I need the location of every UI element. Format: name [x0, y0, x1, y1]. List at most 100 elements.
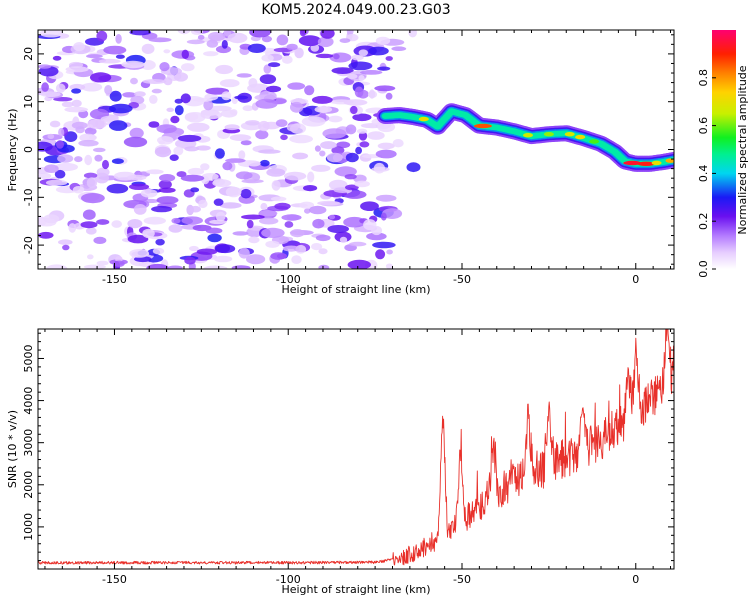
noise-blob [159, 62, 170, 72]
noise-blob [282, 245, 300, 252]
noise-blob [81, 82, 103, 92]
noise-blob [58, 127, 65, 137]
noise-blob [351, 54, 364, 61]
spectrogram-y-axis-label: Frequency (Hz) [6, 109, 19, 192]
signal-peak-mark [523, 133, 533, 138]
noise-blob [331, 67, 354, 74]
noise-blob [235, 171, 253, 180]
colorbar-label: Normalized spectral amplitude [736, 65, 749, 234]
snr-frame [37, 328, 675, 570]
noise-blob [151, 205, 173, 213]
noise-blob [241, 214, 265, 220]
noise-blob [347, 259, 371, 269]
noise-blob [286, 43, 298, 51]
noise-blob [200, 163, 210, 171]
noise-blob [38, 141, 53, 152]
signal-peak-mark [665, 158, 674, 163]
signal-peak-mark [543, 132, 554, 137]
noise-blob [163, 49, 171, 54]
noise-blob [246, 160, 261, 167]
noise-blob [152, 247, 165, 255]
noise-blob [311, 95, 333, 104]
noise-blob [377, 142, 395, 150]
noise-blob [314, 145, 321, 152]
noise-blob [265, 240, 280, 248]
noise-blob [275, 119, 288, 127]
noise-blob [148, 37, 172, 43]
noise-blob [232, 231, 249, 236]
noise-blob [345, 184, 359, 191]
noise-blob [372, 241, 396, 249]
noise-blob [181, 49, 189, 59]
noise-blob [45, 179, 68, 186]
noise-blob [191, 30, 203, 35]
colorbar-tick-label: 0.6 [697, 117, 710, 135]
noise-blob [333, 53, 340, 60]
noise-blob [354, 86, 364, 98]
noise-blob [213, 198, 224, 206]
noise-blob [224, 124, 240, 131]
colorbar-tick-label: 0.4 [697, 165, 710, 183]
noise-blob [263, 64, 272, 74]
noise-blob [327, 225, 350, 233]
noise-blob [343, 99, 368, 106]
noise-blob [196, 145, 211, 151]
noise-blob [78, 139, 99, 147]
noise-blob [271, 180, 281, 191]
noise-blob [259, 74, 277, 84]
noise-blob [266, 168, 286, 177]
noise-blob [130, 77, 138, 85]
noise-blob [354, 180, 370, 188]
noise-blob [287, 82, 306, 90]
snr-series-line [38, 329, 674, 566]
noise-blob [98, 58, 121, 64]
noise-blob [201, 173, 219, 180]
noise-blob [57, 154, 74, 163]
signal-peak-mark [623, 160, 642, 166]
noise-blob [100, 115, 119, 123]
noise-blob [169, 154, 179, 161]
noise-blob [392, 139, 404, 148]
noise-blob [290, 229, 305, 238]
noise-blob [61, 101, 74, 108]
noise-blob [181, 216, 203, 225]
noise-blob [43, 214, 60, 224]
noise-blob [356, 128, 368, 134]
noise-blob [320, 30, 335, 39]
noise-blob [87, 119, 107, 129]
noise-blob [382, 208, 403, 220]
noise-blob [44, 164, 59, 173]
signal-peak-mark [473, 123, 492, 129]
noise-blob [375, 249, 386, 260]
noise-blob [180, 93, 191, 104]
noise-blob [236, 73, 252, 78]
noise-blob [113, 260, 125, 267]
noise-blob [141, 43, 155, 55]
colorbar-tick-label: 0.0 [697, 260, 710, 278]
noise-blob [270, 196, 287, 202]
noise-blob [219, 79, 240, 88]
noise-blob [231, 265, 251, 269]
noise-blob [385, 263, 393, 269]
y-tick-label: -10 [22, 188, 35, 206]
noise-blob [258, 149, 281, 154]
noise-blob [290, 101, 304, 113]
noise-blob [53, 97, 73, 102]
noise-blob [328, 115, 343, 123]
noise-blob [331, 146, 345, 155]
noise-blob [254, 94, 277, 101]
noise-blob [339, 38, 351, 43]
noise-blob [318, 248, 328, 255]
noise-blob [111, 158, 124, 164]
noise-blob [145, 169, 164, 175]
noise-blob [62, 244, 70, 251]
noise-blob [39, 30, 64, 38]
noise-blob [246, 219, 254, 229]
noise-blob [255, 98, 278, 109]
signal-peak-mark [418, 116, 429, 122]
noise-blob [121, 60, 145, 69]
noise-blob [186, 39, 205, 45]
noise-blob [75, 126, 85, 134]
noise-blob [375, 194, 397, 202]
noise-blob [281, 55, 293, 64]
